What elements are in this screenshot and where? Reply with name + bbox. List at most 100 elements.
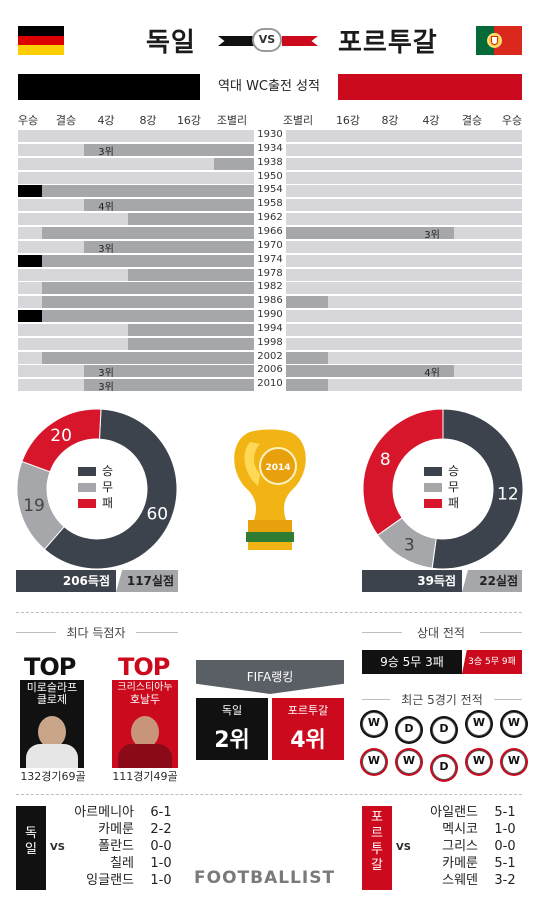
match-score: 5-1 bbox=[494, 856, 516, 871]
donut-slice-win bbox=[431, 408, 524, 570]
section-bar-right bbox=[338, 74, 522, 100]
year-label: 1954 bbox=[257, 184, 283, 196]
germany-bar bbox=[128, 337, 254, 350]
stage-header-left: 8강 bbox=[139, 114, 157, 127]
legend-draw: 무 bbox=[102, 480, 114, 494]
h2h-portugal-record: 3승 5무 9패 bbox=[462, 650, 522, 674]
donut-value-win: 60 bbox=[146, 504, 168, 524]
result-letter: W bbox=[397, 750, 421, 774]
result-letter: W bbox=[362, 712, 386, 736]
germany-scorer-name-2: 클로제 bbox=[36, 693, 68, 706]
germany-matches-label-text: 독일 bbox=[25, 826, 37, 857]
year-label: 1994 bbox=[257, 322, 283, 334]
win-swatch bbox=[424, 467, 442, 476]
donut-slice-loss bbox=[362, 408, 444, 536]
portugal-bar bbox=[286, 379, 328, 392]
match-score: 2-2 bbox=[150, 822, 172, 837]
donut-value-win: 12 bbox=[497, 484, 519, 504]
opponent-name: 그리스 bbox=[442, 839, 478, 854]
year-label: 1938 bbox=[257, 156, 283, 168]
year-label: 2002 bbox=[257, 350, 283, 362]
portugal-flag-icon bbox=[476, 26, 522, 55]
result-badge: W bbox=[360, 748, 388, 776]
stage-header-left: 결승 bbox=[55, 114, 77, 127]
portugal-donut-legend: 승 무 패 bbox=[424, 462, 459, 510]
year-label: 2010 bbox=[257, 378, 283, 390]
opponent-name: 아일랜드 bbox=[430, 805, 478, 820]
portugal-bar bbox=[286, 296, 328, 309]
germany-bar bbox=[84, 143, 254, 156]
portugal-goals-for: 39득점 bbox=[362, 570, 462, 592]
year-label: 1986 bbox=[257, 295, 283, 307]
top-label-left: TOP bbox=[24, 653, 76, 681]
sub-line bbox=[362, 699, 390, 700]
h2h-germany-record: 9승 5무 3패 bbox=[362, 650, 462, 674]
top-scorers-title: 최다 득점자 bbox=[66, 626, 126, 640]
year-label: 1958 bbox=[257, 198, 283, 210]
stage-header-right: 16강 bbox=[335, 114, 361, 127]
germany-bar bbox=[128, 268, 254, 281]
result-letter: W bbox=[362, 750, 386, 774]
year-label: 1998 bbox=[257, 336, 283, 348]
portugal-row-bg bbox=[286, 282, 522, 295]
portugal-row-bg bbox=[286, 268, 522, 281]
recent-title: 최근 5경기 전적 bbox=[401, 693, 483, 707]
germany-champion-mark bbox=[18, 185, 42, 198]
germany-flag-icon bbox=[18, 26, 64, 55]
donut-value-draw: 3 bbox=[404, 536, 415, 556]
footballist-logo: FOOTBALLIST bbox=[194, 868, 336, 888]
draw-swatch bbox=[424, 483, 442, 492]
germany-bar bbox=[128, 213, 254, 226]
germany-scorer-stats: 132경기69골 bbox=[20, 770, 86, 783]
donut-value-draw: 19 bbox=[23, 496, 45, 516]
portugal-matches-label: 포르투갈 bbox=[362, 806, 392, 890]
germany-bar bbox=[128, 323, 254, 336]
germany-place-label: 3위 bbox=[98, 382, 114, 394]
germany-place-label: 4위 bbox=[98, 202, 114, 214]
portugal-row-bg bbox=[286, 240, 522, 253]
opponent-name: 잉글랜드 bbox=[86, 873, 134, 888]
opponent-name: 폴란드 bbox=[98, 839, 134, 854]
germany-bar bbox=[84, 379, 254, 392]
opponent-name: 카메룬 bbox=[98, 822, 134, 837]
portugal-bar bbox=[286, 226, 454, 239]
donut-value-loss: 20 bbox=[50, 426, 72, 446]
match-row: 그리스 0-0 bbox=[412, 838, 522, 855]
stage-header-left: 4강 bbox=[97, 114, 115, 127]
vs-badge: VS bbox=[252, 28, 282, 52]
germany-bar bbox=[42, 310, 254, 323]
opponent-name: 칠레 bbox=[110, 856, 134, 871]
germany-scorer-photo: 미로슬라프 클로제 bbox=[20, 680, 84, 768]
match-row: 카메룬 5-1 bbox=[412, 855, 522, 872]
section-bar-left bbox=[18, 74, 200, 100]
year-label: 2006 bbox=[257, 364, 283, 376]
germany-bar bbox=[84, 199, 254, 212]
stage-header-right: 우승 bbox=[501, 114, 523, 127]
year-label: 1990 bbox=[257, 309, 283, 321]
portugal-row-bg bbox=[286, 213, 522, 226]
match-row: 아일랜드 5-1 bbox=[412, 804, 522, 821]
vs-line-right bbox=[282, 36, 318, 46]
portugal-scorer-name-1: 크리스티아누 bbox=[117, 682, 173, 693]
portugal-row-bg bbox=[286, 379, 522, 392]
result-letter: D bbox=[432, 756, 456, 780]
portugal-row-bg bbox=[286, 199, 522, 212]
year-label: 1934 bbox=[257, 142, 283, 154]
result-badge: W bbox=[360, 710, 388, 738]
stage-header-right: 결승 bbox=[461, 114, 483, 127]
sub-line bbox=[136, 632, 178, 633]
germany-matches-label: 독일 bbox=[16, 806, 46, 890]
section-title: 역대 WC출전 성적 bbox=[200, 74, 338, 100]
year-label: 1970 bbox=[257, 239, 283, 251]
germany-bar bbox=[84, 365, 254, 378]
portugal-goals-against: 22실점 bbox=[462, 570, 522, 592]
h2h-title: 상대 전적 bbox=[417, 626, 465, 640]
fifa-ranking-germany: 독일 2위 bbox=[196, 698, 268, 760]
vs-line-left bbox=[218, 36, 254, 46]
donut-value-loss: 8 bbox=[380, 450, 391, 470]
year-label: 1930 bbox=[257, 129, 283, 140]
portugal-row-bg bbox=[286, 310, 522, 323]
result-letter: W bbox=[502, 750, 526, 774]
year-label: 1966 bbox=[257, 225, 283, 237]
divider bbox=[16, 794, 522, 795]
